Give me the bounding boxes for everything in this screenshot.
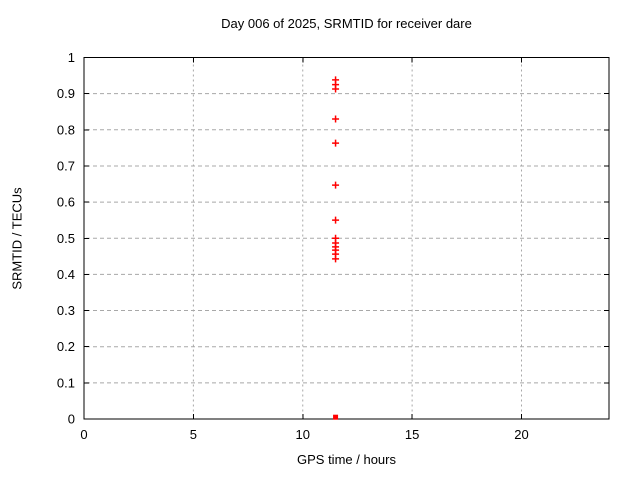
y-tick-label: 0.6 bbox=[57, 195, 75, 210]
y-tick-label: 0.4 bbox=[57, 267, 75, 282]
y-tick-label: 0.1 bbox=[57, 375, 75, 390]
data-point-plus bbox=[332, 85, 340, 93]
x-tick-label: 10 bbox=[296, 427, 310, 442]
y-tick-label: 1 bbox=[68, 50, 75, 65]
data-point-plus bbox=[332, 139, 340, 147]
y-tick-label: 0 bbox=[68, 412, 75, 427]
y-tick-label: 0.2 bbox=[57, 339, 75, 354]
x-tick-label: 5 bbox=[190, 427, 197, 442]
data-point-plus bbox=[332, 181, 340, 189]
data-point-plus bbox=[332, 255, 340, 263]
x-axis-label: GPS time / hours bbox=[297, 452, 396, 467]
x-tick-label: 15 bbox=[405, 427, 419, 442]
y-tick-label: 0.5 bbox=[57, 231, 75, 246]
data-point-plus bbox=[332, 115, 340, 123]
x-tick-label: 0 bbox=[80, 427, 87, 442]
y-tick-label: 0.3 bbox=[57, 303, 75, 318]
y-tick-label: 0.9 bbox=[57, 86, 75, 101]
data-point-square bbox=[333, 414, 339, 420]
data-point-plus bbox=[332, 216, 340, 224]
y-tick-label: 0.7 bbox=[57, 158, 75, 173]
x-tick-label: 20 bbox=[514, 427, 528, 442]
y-tick-label: 0.8 bbox=[57, 122, 75, 137]
chart-title: Day 006 of 2025, SRMTID for receiver dar… bbox=[221, 16, 472, 31]
